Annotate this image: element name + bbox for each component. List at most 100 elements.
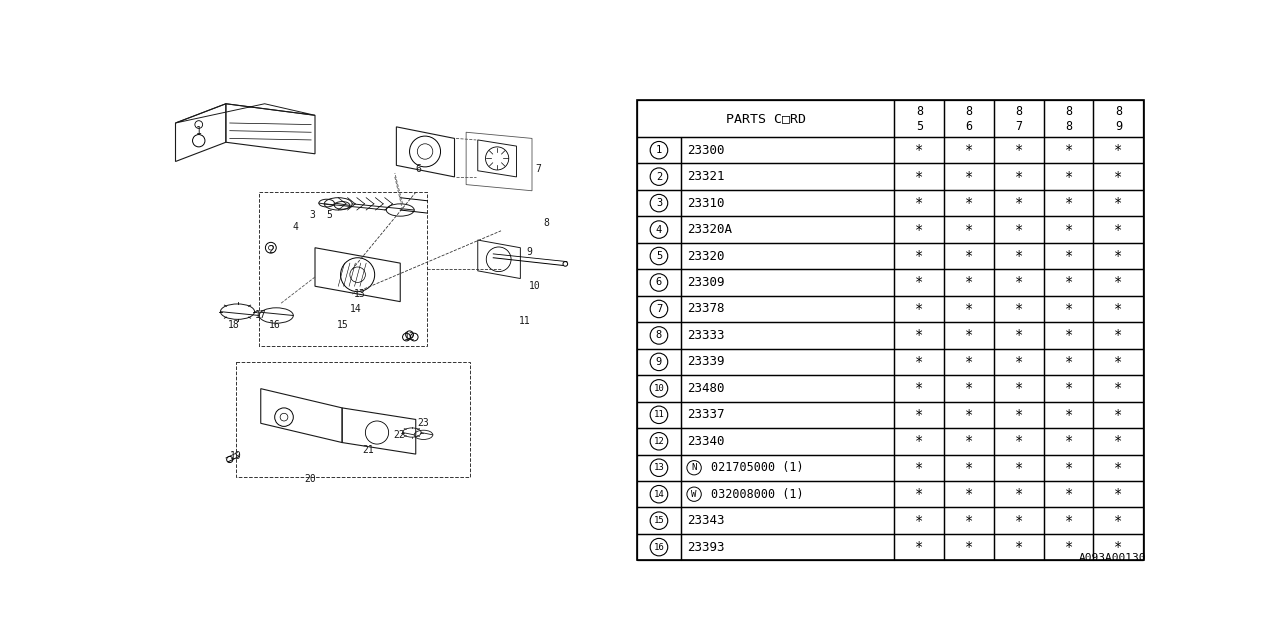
Text: *: * [1114, 143, 1123, 157]
Bar [636, 428, 681, 454]
Text: *: * [1065, 540, 1073, 554]
Bar [945, 100, 995, 137]
Text: *: * [965, 170, 973, 184]
Bar [895, 100, 945, 137]
Text: 1: 1 [196, 125, 202, 136]
Text: *: * [1114, 408, 1123, 422]
Bar [1043, 322, 1093, 349]
Bar [945, 401, 995, 428]
Text: 23309: 23309 [687, 276, 724, 289]
Text: *: * [1015, 487, 1023, 501]
Bar [681, 243, 895, 269]
Text: *: * [1065, 223, 1073, 237]
Bar [895, 375, 945, 401]
Text: *: * [915, 143, 924, 157]
Bar [636, 375, 681, 401]
Text: 6: 6 [415, 164, 421, 174]
Text: *: * [1015, 540, 1023, 554]
Bar [1093, 349, 1143, 375]
Text: 23339: 23339 [687, 355, 724, 369]
Bar [945, 349, 995, 375]
Bar [895, 508, 945, 534]
Bar [995, 428, 1043, 454]
Text: *: * [1065, 196, 1073, 210]
Text: *: * [965, 514, 973, 527]
Bar [945, 216, 995, 243]
Text: *: * [915, 381, 924, 396]
Bar [895, 428, 945, 454]
Bar [636, 296, 681, 322]
Bar [945, 508, 995, 534]
Text: *: * [1114, 487, 1123, 501]
Bar [945, 190, 995, 216]
Bar [636, 454, 681, 481]
Text: 12: 12 [654, 436, 664, 446]
Text: *: * [965, 302, 973, 316]
Text: *: * [1065, 435, 1073, 448]
Text: 8: 8 [1015, 105, 1023, 118]
Text: 16: 16 [269, 320, 280, 330]
Text: *: * [915, 487, 924, 501]
Text: 8: 8 [1065, 120, 1073, 133]
Text: PARTS C□RD: PARTS C□RD [726, 112, 805, 125]
Text: 19: 19 [230, 451, 242, 461]
Bar [895, 401, 945, 428]
Bar [895, 349, 945, 375]
Text: 7: 7 [1015, 120, 1023, 133]
Text: 16: 16 [654, 543, 664, 552]
Bar [1093, 322, 1143, 349]
Text: 7: 7 [535, 164, 541, 174]
Bar [995, 243, 1043, 269]
Text: 23321: 23321 [687, 170, 724, 183]
Text: 23340: 23340 [687, 435, 724, 448]
Bar [945, 296, 995, 322]
Text: *: * [1114, 302, 1123, 316]
Bar [1043, 534, 1093, 561]
Text: 15: 15 [654, 516, 664, 525]
Text: *: * [1065, 355, 1073, 369]
Text: 22: 22 [393, 430, 404, 440]
Text: A093A00130: A093A00130 [1078, 554, 1146, 563]
Bar [636, 322, 681, 349]
Bar [1093, 296, 1143, 322]
Text: 5: 5 [915, 120, 923, 133]
Text: *: * [1114, 328, 1123, 342]
Text: *: * [1114, 223, 1123, 237]
Bar [681, 296, 895, 322]
Text: 10: 10 [529, 281, 541, 291]
Bar [1043, 163, 1093, 190]
Text: *: * [915, 249, 924, 263]
Bar [681, 349, 895, 375]
Bar [681, 428, 895, 454]
Text: *: * [1015, 302, 1023, 316]
Bar [636, 216, 681, 243]
Bar [895, 296, 945, 322]
Text: *: * [965, 196, 973, 210]
Bar [895, 216, 945, 243]
Text: *: * [965, 328, 973, 342]
Text: *: * [965, 223, 973, 237]
Text: 23300: 23300 [687, 144, 724, 157]
Text: *: * [965, 435, 973, 448]
Text: 20: 20 [305, 474, 316, 484]
Bar [1043, 100, 1093, 137]
Text: 23320A: 23320A [687, 223, 732, 236]
Text: *: * [1065, 408, 1073, 422]
Bar [1043, 296, 1093, 322]
Bar [1043, 428, 1093, 454]
Text: *: * [1015, 143, 1023, 157]
Text: *: * [965, 143, 973, 157]
Text: *: * [965, 487, 973, 501]
Text: 9: 9 [526, 247, 531, 257]
Bar [636, 481, 681, 508]
Bar [1093, 481, 1143, 508]
Text: 23393: 23393 [687, 541, 724, 554]
Bar [895, 454, 945, 481]
Bar [945, 375, 995, 401]
Bar [636, 100, 1144, 561]
Bar [636, 243, 681, 269]
Bar [636, 190, 681, 216]
Text: 6: 6 [965, 120, 973, 133]
Text: *: * [915, 514, 924, 527]
Bar [995, 163, 1043, 190]
